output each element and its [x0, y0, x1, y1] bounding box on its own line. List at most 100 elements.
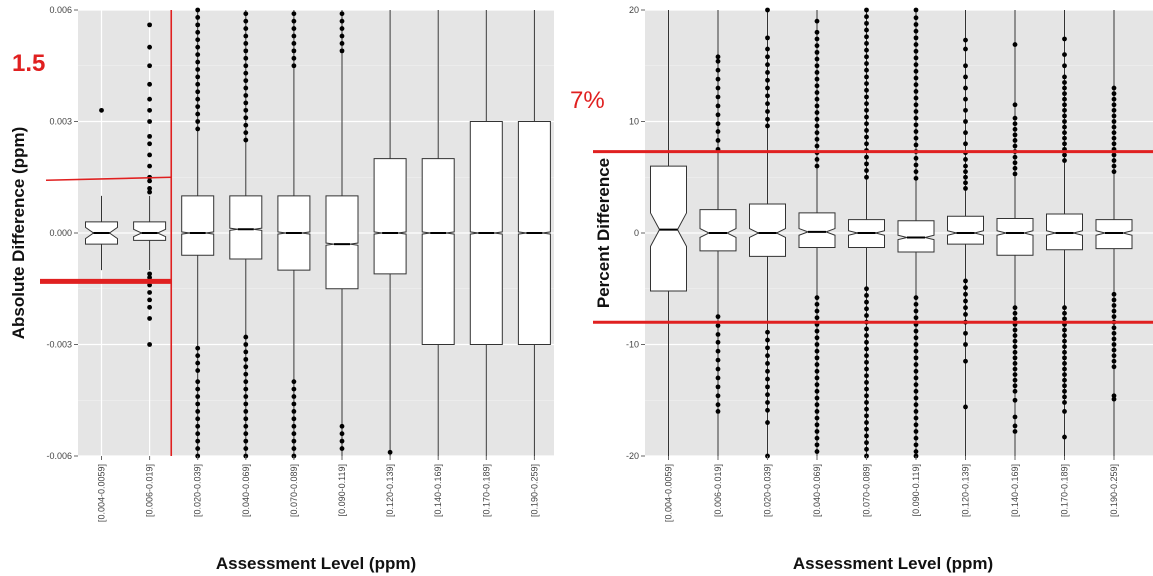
outlier-point: [339, 438, 345, 444]
boxplot: [469, 10, 503, 456]
outlier-point: [1062, 372, 1067, 378]
outlier-point: [913, 442, 919, 448]
x-tick-label: [0.040-0.069]: [241, 464, 251, 517]
outlier-point: [814, 116, 820, 122]
outlier-point: [195, 126, 201, 132]
outlier-point: [814, 83, 820, 89]
outlier-point: [963, 285, 968, 291]
upper-threshold-line: [45, 176, 172, 182]
outlier-point: [1111, 336, 1117, 342]
x-axis-ticks: [0.004-0.0059] [0.006-0.019] [0.020-0.039]…: [97, 456, 539, 522]
y-tick-label: 0.003: [49, 117, 72, 127]
outlier-point: [195, 22, 201, 28]
outlier-point: [963, 119, 968, 124]
outlier-point: [243, 55, 249, 61]
outlier-point: [715, 332, 721, 337]
y-tick-label: -0.003: [46, 340, 72, 350]
outlier-point: [814, 123, 820, 129]
outlier-point: [963, 130, 968, 136]
outlier-point: [291, 33, 297, 39]
outlier-point: [913, 42, 919, 47]
outlier-point: [913, 355, 919, 361]
outlier-point: [1111, 113, 1117, 119]
outlier-point: [243, 18, 249, 24]
outlier-point: [1012, 333, 1018, 338]
outlier-point: [864, 306, 869, 312]
outlier-point: [339, 41, 345, 46]
outlier-point: [195, 44, 201, 50]
outlier-point: [1062, 119, 1067, 124]
outlier-point: [243, 431, 249, 437]
outlier-point: [147, 152, 153, 158]
outlier-point: [1062, 383, 1067, 389]
outlier-point: [814, 362, 820, 367]
outlier-point: [913, 7, 919, 13]
outlier-point: [864, 406, 869, 412]
outlier-point: [1012, 160, 1018, 166]
outlier-point: [765, 407, 770, 413]
outlier-point: [147, 189, 153, 195]
outlier-point: [864, 74, 869, 80]
outlier-point: [913, 102, 919, 108]
outlier-point: [339, 11, 345, 17]
outlier-point: [1012, 42, 1018, 47]
outlier-point: [765, 400, 770, 405]
outlier-point: [715, 67, 721, 73]
x-tick-label: [0.140-0.169]: [433, 464, 443, 517]
outlier-point: [963, 46, 968, 52]
outlier-point: [243, 100, 249, 106]
outlier-point: [913, 395, 919, 401]
outlier-point: [243, 334, 249, 340]
outlier-point: [814, 18, 820, 24]
outlier-point: [913, 175, 919, 181]
outlier-point: [913, 335, 919, 341]
outlier-point: [913, 155, 919, 161]
outlier-point: [864, 413, 869, 419]
outlier-point: [1111, 297, 1117, 303]
outlier-point: [913, 129, 919, 134]
x-tick-label: [0.190-0.259]: [1109, 464, 1119, 517]
outlier-point: [147, 178, 153, 184]
outlier-point: [1111, 358, 1117, 364]
outlier-point: [814, 143, 820, 149]
y-tick-label: 20: [629, 5, 639, 15]
x-tick-label: [0.020-0.039]: [193, 464, 203, 517]
outlier-point: [814, 56, 820, 62]
outlier-point: [1062, 36, 1067, 42]
threshold-label: 7%: [570, 87, 605, 114]
outlier-point: [195, 401, 201, 407]
outlier-point: [864, 366, 869, 372]
x-tick-label: [0.170-0.189]: [1060, 464, 1070, 517]
outlier-point: [963, 107, 968, 113]
outlier-point: [1111, 291, 1117, 297]
outlier-point: [1111, 135, 1117, 141]
outlier-point: [963, 358, 968, 364]
outlier-point: [243, 41, 249, 46]
outlier-point: [963, 186, 968, 191]
boxplot: [947, 10, 984, 456]
outlier-point: [963, 298, 968, 304]
outlier-point: [963, 291, 968, 297]
box: [699, 209, 737, 252]
outlier-point: [765, 353, 770, 359]
outlier-point: [913, 301, 919, 307]
outlier-point: [291, 48, 297, 54]
outlier-point: [243, 137, 249, 143]
outlier-point: [814, 409, 820, 414]
outlier-point: [765, 101, 770, 107]
x-tick-label: [0.090-0.119]: [911, 464, 921, 516]
outlier-point: [864, 128, 869, 133]
outlier-point: [913, 409, 919, 414]
outlier-point: [195, 29, 201, 35]
outlier-point: [864, 81, 869, 86]
outlier-point: [1062, 152, 1067, 158]
outlier-point: [1012, 102, 1018, 108]
outlier-point: [1012, 171, 1018, 177]
outlier-point: [814, 315, 820, 321]
outlier-point: [814, 382, 820, 388]
outlier-point: [814, 96, 820, 102]
outlier-point: [1062, 327, 1067, 333]
outlier-point: [1111, 91, 1117, 97]
outlier-point: [243, 130, 249, 136]
